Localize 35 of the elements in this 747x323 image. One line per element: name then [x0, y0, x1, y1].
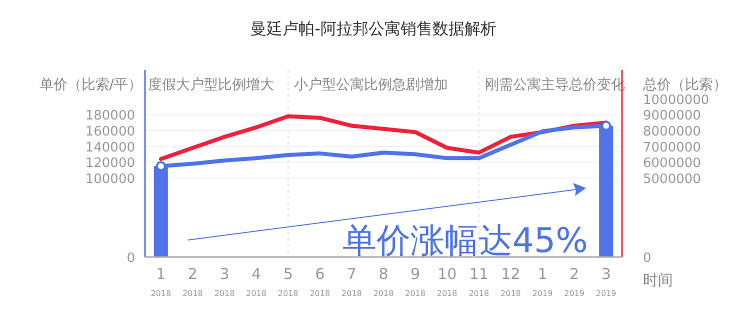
annotation: 度假大户型比例增大 [148, 77, 274, 93]
x-tick-label: 12 2018 [500, 265, 521, 298]
x-tick-label: 3 2019 [596, 265, 616, 298]
y-tick-label: 140000 [85, 140, 135, 156]
y2-tick-label: 7000000 [643, 140, 701, 156]
chart-title: 曼廷卢帕-阿拉邦公寓销售数据解析 [250, 19, 496, 38]
y-axis-title: 单价（比索/平） [39, 77, 142, 93]
x-tick-label: 10 2018 [436, 265, 458, 298]
x-tick-label: 2 2019 [564, 265, 584, 298]
x-tick-label: 7 2018 [342, 265, 362, 298]
x-axis-title: 时间 [643, 271, 673, 289]
x-tick-label: 8 2018 [373, 265, 394, 298]
y-tick-label: 0 [126, 251, 135, 266]
y-tick-label: 120000 [85, 156, 135, 172]
annotation: 小户型公寓比例急剧增加 [294, 77, 448, 93]
x-tick-label: 3 2018 [214, 265, 235, 298]
x-tick-label: 11 2018 [468, 265, 490, 298]
x-tick-label: 6 2018 [310, 265, 330, 298]
y-tick-label: 180000 [85, 108, 135, 124]
y2-tick-label: 5000000 [643, 172, 701, 187]
y2-tick-label: 6000000 [643, 156, 701, 172]
y2-tick-label: 8000000 [643, 124, 701, 140]
x-tick-label: 1 2018 [150, 265, 172, 298]
y2-tick-label: 9000000 [643, 108, 701, 124]
x-tick-label: 9 2018 [405, 265, 426, 298]
y2-tick-label: 10000000 [643, 92, 710, 108]
y2-axis-title: 总价（比索） [642, 77, 727, 93]
x-tick-label: 2 2018 [182, 265, 203, 298]
x-tick-label: 1 2019 [532, 265, 553, 298]
y2-tick-label: 0 [643, 251, 652, 266]
y-tick-label: 100000 [85, 172, 135, 187]
x-tick-label: 5 2018 [278, 265, 298, 298]
y-tick-label: 160000 [85, 124, 135, 140]
x-tick-label: 4 2018 [246, 265, 266, 298]
annotation: 单价涨幅达45% [342, 221, 588, 261]
